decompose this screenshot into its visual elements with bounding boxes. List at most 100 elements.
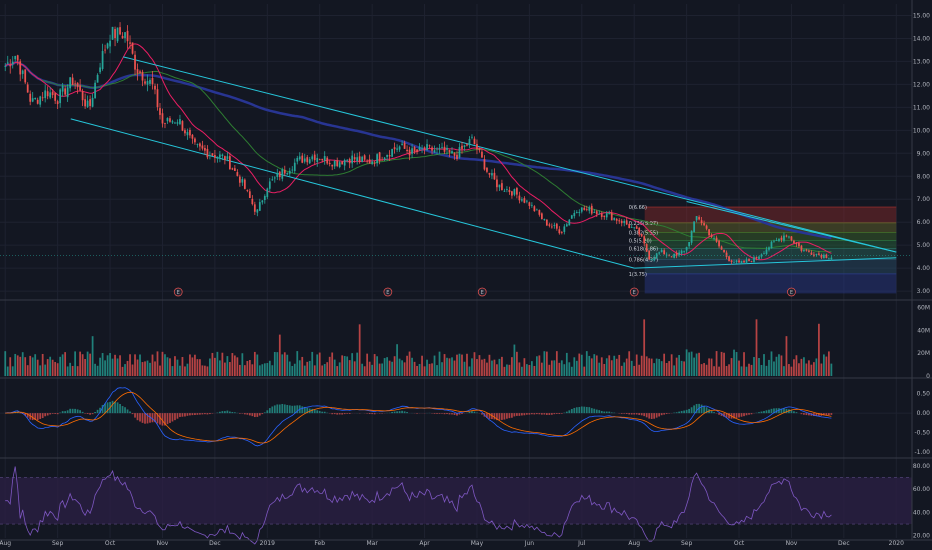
candle-body bbox=[808, 250, 810, 252]
candle-body bbox=[428, 145, 431, 147]
candle-body bbox=[398, 146, 401, 150]
macd-histogram-bar bbox=[553, 413, 556, 415]
candle-body bbox=[184, 130, 186, 134]
macd-histogram-bar bbox=[471, 411, 473, 414]
volume-tick-label: 40M bbox=[917, 327, 930, 334]
price-axis[interactable]: 15.00 14.00 13.00 12.00 11.00 10.00 9.00 8.00 7.… bbox=[913, 12, 930, 539]
volume-bar bbox=[79, 351, 81, 376]
volume-bar bbox=[458, 353, 461, 376]
macd-histogram-bar bbox=[216, 412, 219, 414]
volume-bar bbox=[41, 353, 44, 376]
candle-body bbox=[211, 153, 214, 156]
candle-body bbox=[560, 232, 563, 233]
candle-body bbox=[316, 157, 319, 162]
volume-bar bbox=[241, 353, 244, 376]
macd-histogram-bar bbox=[49, 413, 52, 415]
macd-histogram-bar bbox=[341, 413, 344, 415]
candle-body bbox=[828, 258, 830, 260]
macd-histogram-bar bbox=[705, 407, 708, 414]
candle-body bbox=[321, 158, 324, 161]
candle-body bbox=[401, 143, 403, 145]
candle-body bbox=[164, 123, 166, 124]
volume-bar bbox=[625, 358, 628, 376]
macd-histogram-bar bbox=[243, 413, 246, 415]
macd-histogram-bar bbox=[678, 411, 681, 414]
earnings-icon[interactable] bbox=[477, 287, 487, 297]
macd-histogram-bar bbox=[513, 413, 516, 417]
volume-bar bbox=[246, 361, 249, 376]
volume-bar bbox=[69, 362, 72, 376]
earnings-icon[interactable] bbox=[173, 287, 183, 297]
earnings-icon[interactable] bbox=[629, 287, 639, 297]
channel-upper-line[interactable] bbox=[123, 56, 897, 253]
macd-histogram-bar bbox=[570, 408, 573, 414]
macd-histogram-bar bbox=[171, 413, 174, 422]
candle-body bbox=[323, 156, 326, 162]
macd-histogram-bar bbox=[453, 413, 456, 415]
volume-bar bbox=[823, 354, 825, 376]
volume-bar bbox=[488, 354, 491, 376]
macd-histogram-bar bbox=[693, 405, 695, 414]
candle-body bbox=[565, 224, 568, 227]
candle-body bbox=[763, 253, 765, 255]
rsi-panel[interactable] bbox=[0, 466, 912, 545]
earnings-icon[interactable] bbox=[787, 287, 796, 297]
volume-bar bbox=[673, 365, 676, 376]
candle-body bbox=[111, 26, 114, 40]
candle-body bbox=[49, 92, 52, 98]
volume-bar bbox=[481, 359, 483, 376]
volume-bar bbox=[618, 354, 621, 376]
candle-body bbox=[708, 229, 710, 236]
volume-bar bbox=[728, 364, 730, 376]
volume-bar bbox=[296, 351, 299, 376]
volume-bar bbox=[461, 354, 463, 376]
macd-histogram-bar bbox=[348, 413, 351, 414]
triangle-upper-line[interactable] bbox=[686, 201, 897, 253]
candle-body bbox=[169, 118, 171, 122]
macd-histogram-bar bbox=[718, 413, 720, 415]
macd-panel[interactable] bbox=[0, 387, 912, 447]
volume-bar bbox=[803, 357, 805, 376]
volume-bar bbox=[263, 363, 266, 376]
candle-body bbox=[151, 77, 154, 85]
candle-body bbox=[64, 88, 67, 95]
volume-bar bbox=[293, 363, 296, 376]
volume-bar bbox=[508, 364, 511, 376]
candle-body bbox=[308, 159, 311, 164]
macd-histogram-bar bbox=[443, 413, 446, 415]
macd-histogram-bar bbox=[29, 413, 32, 420]
volume-bar bbox=[171, 366, 174, 376]
volume-bar bbox=[184, 366, 186, 376]
macd-histogram-bar bbox=[723, 413, 725, 417]
candle-body bbox=[633, 227, 636, 229]
earnings-icon[interactable] bbox=[383, 287, 393, 297]
volume-bar bbox=[281, 354, 284, 376]
candle-body bbox=[241, 179, 244, 183]
time-axis[interactable]: Aug Sep Oct Nov Dec 2019 Feb Mar Apr May Jun Jul Aug… bbox=[0, 540, 904, 547]
macd-histogram-bar bbox=[745, 413, 748, 416]
candle-body bbox=[231, 168, 234, 170]
candle-body bbox=[376, 154, 379, 164]
candle-body bbox=[423, 147, 426, 150]
macd-tick-label: 0.00 bbox=[917, 410, 931, 417]
ma-fast-line bbox=[4, 43, 832, 261]
channel-lower-line[interactable] bbox=[70, 118, 635, 269]
volume-panel[interactable] bbox=[4, 319, 833, 376]
macd-histogram-bar bbox=[643, 413, 646, 417]
volume-bar bbox=[531, 361, 533, 376]
macd-histogram-bar bbox=[368, 413, 371, 415]
candle-body bbox=[720, 246, 723, 250]
volume-bar bbox=[71, 365, 74, 376]
y-tick-label: 6.00 bbox=[917, 219, 931, 226]
volume-bar bbox=[64, 352, 67, 376]
price-panel[interactable]: 0(6.66)0.236(5.97)0.382(5.55)0.5(5.20)0.… bbox=[0, 22, 912, 297]
macd-histogram-bar bbox=[154, 413, 156, 423]
candle-body bbox=[81, 91, 84, 101]
volume-bar bbox=[523, 358, 526, 376]
candle-body bbox=[291, 169, 294, 171]
candle-body bbox=[411, 148, 413, 154]
volume-bar bbox=[416, 365, 418, 376]
triangle-lower-line[interactable] bbox=[634, 257, 897, 269]
